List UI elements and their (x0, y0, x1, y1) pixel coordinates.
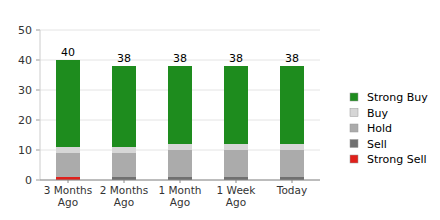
y-tick-label: 50 (18, 24, 32, 37)
bar-segment (168, 150, 192, 177)
tick-mark (180, 180, 181, 183)
x-tick-label: 1 MonthAgo (159, 184, 202, 208)
y-axis-line (40, 30, 41, 180)
x-tick-label: 1 WeekAgo (217, 184, 257, 208)
bar-segment (280, 66, 304, 144)
tick-mark (36, 180, 40, 181)
bar-segment (56, 60, 80, 147)
label-line: 2 Months (100, 184, 148, 196)
legend-swatch (350, 140, 358, 148)
tick-mark (36, 30, 40, 31)
legend-label: Buy (367, 107, 389, 120)
bar-segment (112, 147, 136, 153)
legend-swatch (350, 155, 358, 163)
bar-segment (168, 66, 192, 144)
grid-line (40, 30, 320, 31)
legend-label: Strong Sell (367, 153, 427, 166)
bar-segment (56, 147, 80, 153)
tick-mark (292, 180, 293, 183)
total-label: 38 (117, 52, 131, 65)
bar-segment (280, 150, 304, 177)
label-line: 1 Month (159, 184, 202, 196)
tick-mark (236, 180, 237, 183)
tick-mark (36, 60, 40, 61)
tick-mark (36, 90, 40, 91)
tick-mark (124, 180, 125, 183)
bar-segment (112, 153, 136, 177)
total-label: 40 (61, 46, 75, 59)
legend-swatch (350, 93, 358, 101)
x-tick-label: Today (276, 184, 307, 196)
label-line: Ago (170, 196, 190, 208)
bar-segment (112, 66, 136, 147)
y-tick-label: 0 (25, 174, 32, 187)
bar-segment (224, 144, 248, 150)
label-line: Today (276, 184, 307, 196)
label-line: 1 Week (217, 184, 257, 196)
label-line: Ago (226, 196, 246, 208)
y-tick-label: 40 (18, 54, 32, 67)
tick-mark (36, 150, 40, 151)
bar-segment (224, 150, 248, 177)
label-line: Ago (58, 196, 78, 208)
total-label: 38 (229, 52, 243, 65)
bar-segment (168, 144, 192, 150)
tick-mark (36, 120, 40, 121)
legend-swatch (350, 124, 358, 132)
label-line: 3 Months (44, 184, 92, 196)
y-tick-label: 20 (18, 114, 32, 127)
tick-mark (68, 180, 69, 183)
legend-label: Strong Buy (367, 91, 428, 104)
x-tick-label: 3 MonthsAgo (44, 184, 92, 208)
bar-segment (280, 144, 304, 150)
bar-segment (56, 153, 80, 177)
total-label: 38 (173, 52, 187, 65)
chart-container: 0102030405040383838383 MonthsAgo2 Months… (0, 0, 440, 220)
y-tick-label: 10 (18, 144, 32, 157)
total-label: 38 (285, 52, 299, 65)
legend-label: Hold (367, 122, 392, 135)
label-line: Ago (114, 196, 134, 208)
chart: 0102030405040383838383 MonthsAgo2 Months… (0, 0, 440, 220)
x-tick-label: 2 MonthsAgo (100, 184, 148, 208)
legend-label: Sell (367, 138, 387, 151)
bar-segment (224, 66, 248, 144)
legend-swatch (350, 109, 358, 117)
bars (56, 60, 304, 180)
y-tick-label: 30 (18, 84, 32, 97)
